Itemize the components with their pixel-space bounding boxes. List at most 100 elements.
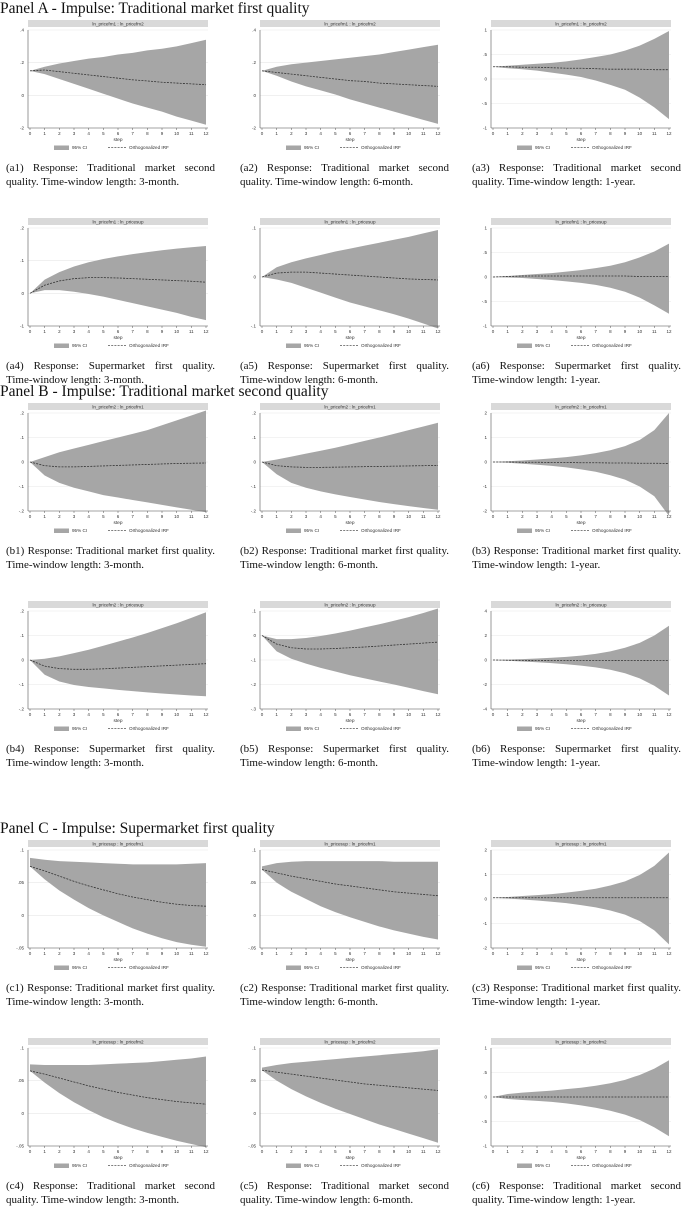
x-tick-label: 0 xyxy=(261,131,264,136)
y-tick-label: .1 xyxy=(252,1046,256,1051)
x-axis-label: step xyxy=(113,1155,122,1161)
x-axis-label: step xyxy=(113,718,122,724)
legend-ci-label: 95% CI xyxy=(535,965,550,970)
x-tick-label: 7 xyxy=(131,131,134,136)
x-tick-label: 4 xyxy=(319,712,322,717)
legend-irf-label: Orthogonalized IRF xyxy=(129,726,169,731)
x-tick-label: 8 xyxy=(146,514,149,519)
chart-subtitle: ln_pricefm1 : ln_pricefm2 xyxy=(555,22,607,27)
chart-subtitle: ln_pricefm2 : ln_pricefm1 xyxy=(92,405,144,410)
x-tick-label: 12 xyxy=(203,951,209,956)
x-tick-label: 6 xyxy=(580,951,583,956)
y-tick-label: .4 xyxy=(20,28,24,33)
x-tick-label: 3 xyxy=(305,1149,308,1154)
x-tick-label: 11 xyxy=(189,712,194,717)
chart-subtitle: ln_pricesup : ln_pricefm1 xyxy=(92,842,144,847)
y-tick-label: -.2 xyxy=(251,509,257,514)
x-tick-label: 12 xyxy=(203,1149,209,1154)
y-tick-label: -.5 xyxy=(482,1119,488,1124)
x-tick-label: 1 xyxy=(43,514,46,519)
x-tick-label: 7 xyxy=(363,712,366,717)
y-tick-label: .1 xyxy=(252,609,256,614)
irf-plot: ln_pricesup : ln_pricefm1-.050.05.10 1 2 3 4… xyxy=(248,840,441,970)
irf-plot: ln_pricesup : ln_pricefm2-1-.50.510 1 2 3 4 5… xyxy=(482,1038,672,1168)
x-tick-label: 7 xyxy=(594,131,597,136)
x-tick-label: 0 xyxy=(492,712,495,717)
ci-band xyxy=(30,410,206,513)
x-tick-label: 12 xyxy=(666,329,672,334)
chart-title-bar xyxy=(491,403,671,410)
legend-irf-label: Orthogonalized IRF xyxy=(129,965,169,970)
x-tick-label: 5 xyxy=(102,514,105,519)
x-tick-label: 4 xyxy=(319,514,322,519)
chart-subtitle: ln_pricesup : ln_pricefm2 xyxy=(92,1040,144,1045)
y-tick-label: -2 xyxy=(483,682,487,687)
y-tick-label: 0 xyxy=(21,1111,24,1116)
chart-subtitle: ln_pricefm2 : ln_pricesup xyxy=(92,603,144,608)
legend-irf-label: Orthogonalized IRF xyxy=(129,1163,169,1168)
ci-band xyxy=(30,1056,206,1148)
legend-ci-label: 95% CI xyxy=(304,726,319,731)
chart-title-bar xyxy=(260,1038,440,1045)
x-axis-label: step xyxy=(576,520,585,526)
x-tick-label: 7 xyxy=(131,1149,134,1154)
x-axis-label: step xyxy=(345,718,354,724)
irf-chart: ln_pricefm2 : ln_pricefm1 -2 -1 0 1 2 0 1 2 3 4 5 6 7… xyxy=(469,403,672,537)
x-tick-label: 8 xyxy=(378,951,381,956)
x-tick-label: 7 xyxy=(363,131,366,136)
x-tick-label: 3 xyxy=(305,951,308,956)
y-tick-label: .1 xyxy=(20,633,24,638)
y-tick-label: .4 xyxy=(252,28,256,33)
x-tick-label: 11 xyxy=(652,712,657,717)
legend-irf-label: Orthogonalized IRF xyxy=(129,145,169,150)
x-tick-label: 6 xyxy=(349,329,352,334)
y-tick-label: 0 xyxy=(21,913,24,918)
x-tick-label: 9 xyxy=(161,951,164,956)
x-tick-label: 9 xyxy=(393,514,396,519)
x-tick-label: 5 xyxy=(334,514,337,519)
x-tick-label: 1 xyxy=(506,131,509,136)
x-tick-label: 11 xyxy=(189,951,194,956)
chart-title-bar xyxy=(28,840,208,847)
x-tick-label: 4 xyxy=(550,951,553,956)
irf-chart: ln_pricefm1 : ln_pricefm2 -2 0.2.4 0 1 2 3 4 5 6 7… xyxy=(6,20,209,154)
x-tick-label: 1 xyxy=(43,329,46,334)
legend-irf-label: Orthogonalized IRF xyxy=(361,528,401,533)
x-tick-label: 1 xyxy=(275,1149,278,1154)
x-tick-label: 2 xyxy=(521,712,524,717)
x-tick-label: 2 xyxy=(290,712,293,717)
x-tick-label: 3 xyxy=(73,951,76,956)
legend-ci-label: 95% CI xyxy=(304,1163,319,1168)
legend-ci-label: 95% CI xyxy=(535,343,550,348)
y-tick-label: -.1 xyxy=(251,484,257,489)
chart-caption: (a1) Response: Traditional market second… xyxy=(6,162,215,188)
chart-subtitle: ln_pricefm1 : ln_pricesup xyxy=(555,220,607,225)
x-tick-label: 10 xyxy=(406,131,412,136)
y-tick-label: 0 xyxy=(253,275,256,280)
legend-ci-swatch xyxy=(517,726,532,731)
x-tick-label: 7 xyxy=(363,951,366,956)
irf-chart: ln_pricefm2 : ln_pricefm1 -.2 -.1 0.1.2 0 1 2 3… xyxy=(6,403,209,537)
legend-ci-label: 95% CI xyxy=(72,528,87,533)
y-tick-label: -.2 xyxy=(251,682,257,687)
chart-caption: (c5) Response: Traditional market second… xyxy=(240,1180,449,1206)
x-tick-label: 3 xyxy=(536,329,539,334)
legend-ci-swatch xyxy=(286,726,301,731)
chart-caption: (b6) Response: Supermarket first quality… xyxy=(472,743,681,769)
x-tick-label: 6 xyxy=(580,712,583,717)
chart-caption: (b5) Response: Supermarket first quality… xyxy=(240,743,449,769)
x-tick-label: 2 xyxy=(58,329,61,334)
x-tick-label: 4 xyxy=(319,131,322,136)
legend-ci-label: 95% CI xyxy=(72,726,87,731)
x-tick-label: 2 xyxy=(521,131,524,136)
x-tick-label: 6 xyxy=(349,131,352,136)
legend-ci-swatch xyxy=(517,343,532,348)
x-tick-label: 10 xyxy=(406,712,412,717)
irf-plot: ln_pricefm2 : ln_pricesup-.3-.2-.10.10 1 2… xyxy=(251,601,441,731)
y-tick-label: .5 xyxy=(483,52,487,57)
x-tick-label: 12 xyxy=(435,329,441,334)
x-tick-label: 0 xyxy=(29,514,32,519)
x-tick-label: 2 xyxy=(290,1149,293,1154)
x-tick-label: 10 xyxy=(406,329,412,334)
legend-irf-label: Orthogonalized IRF xyxy=(592,726,632,731)
